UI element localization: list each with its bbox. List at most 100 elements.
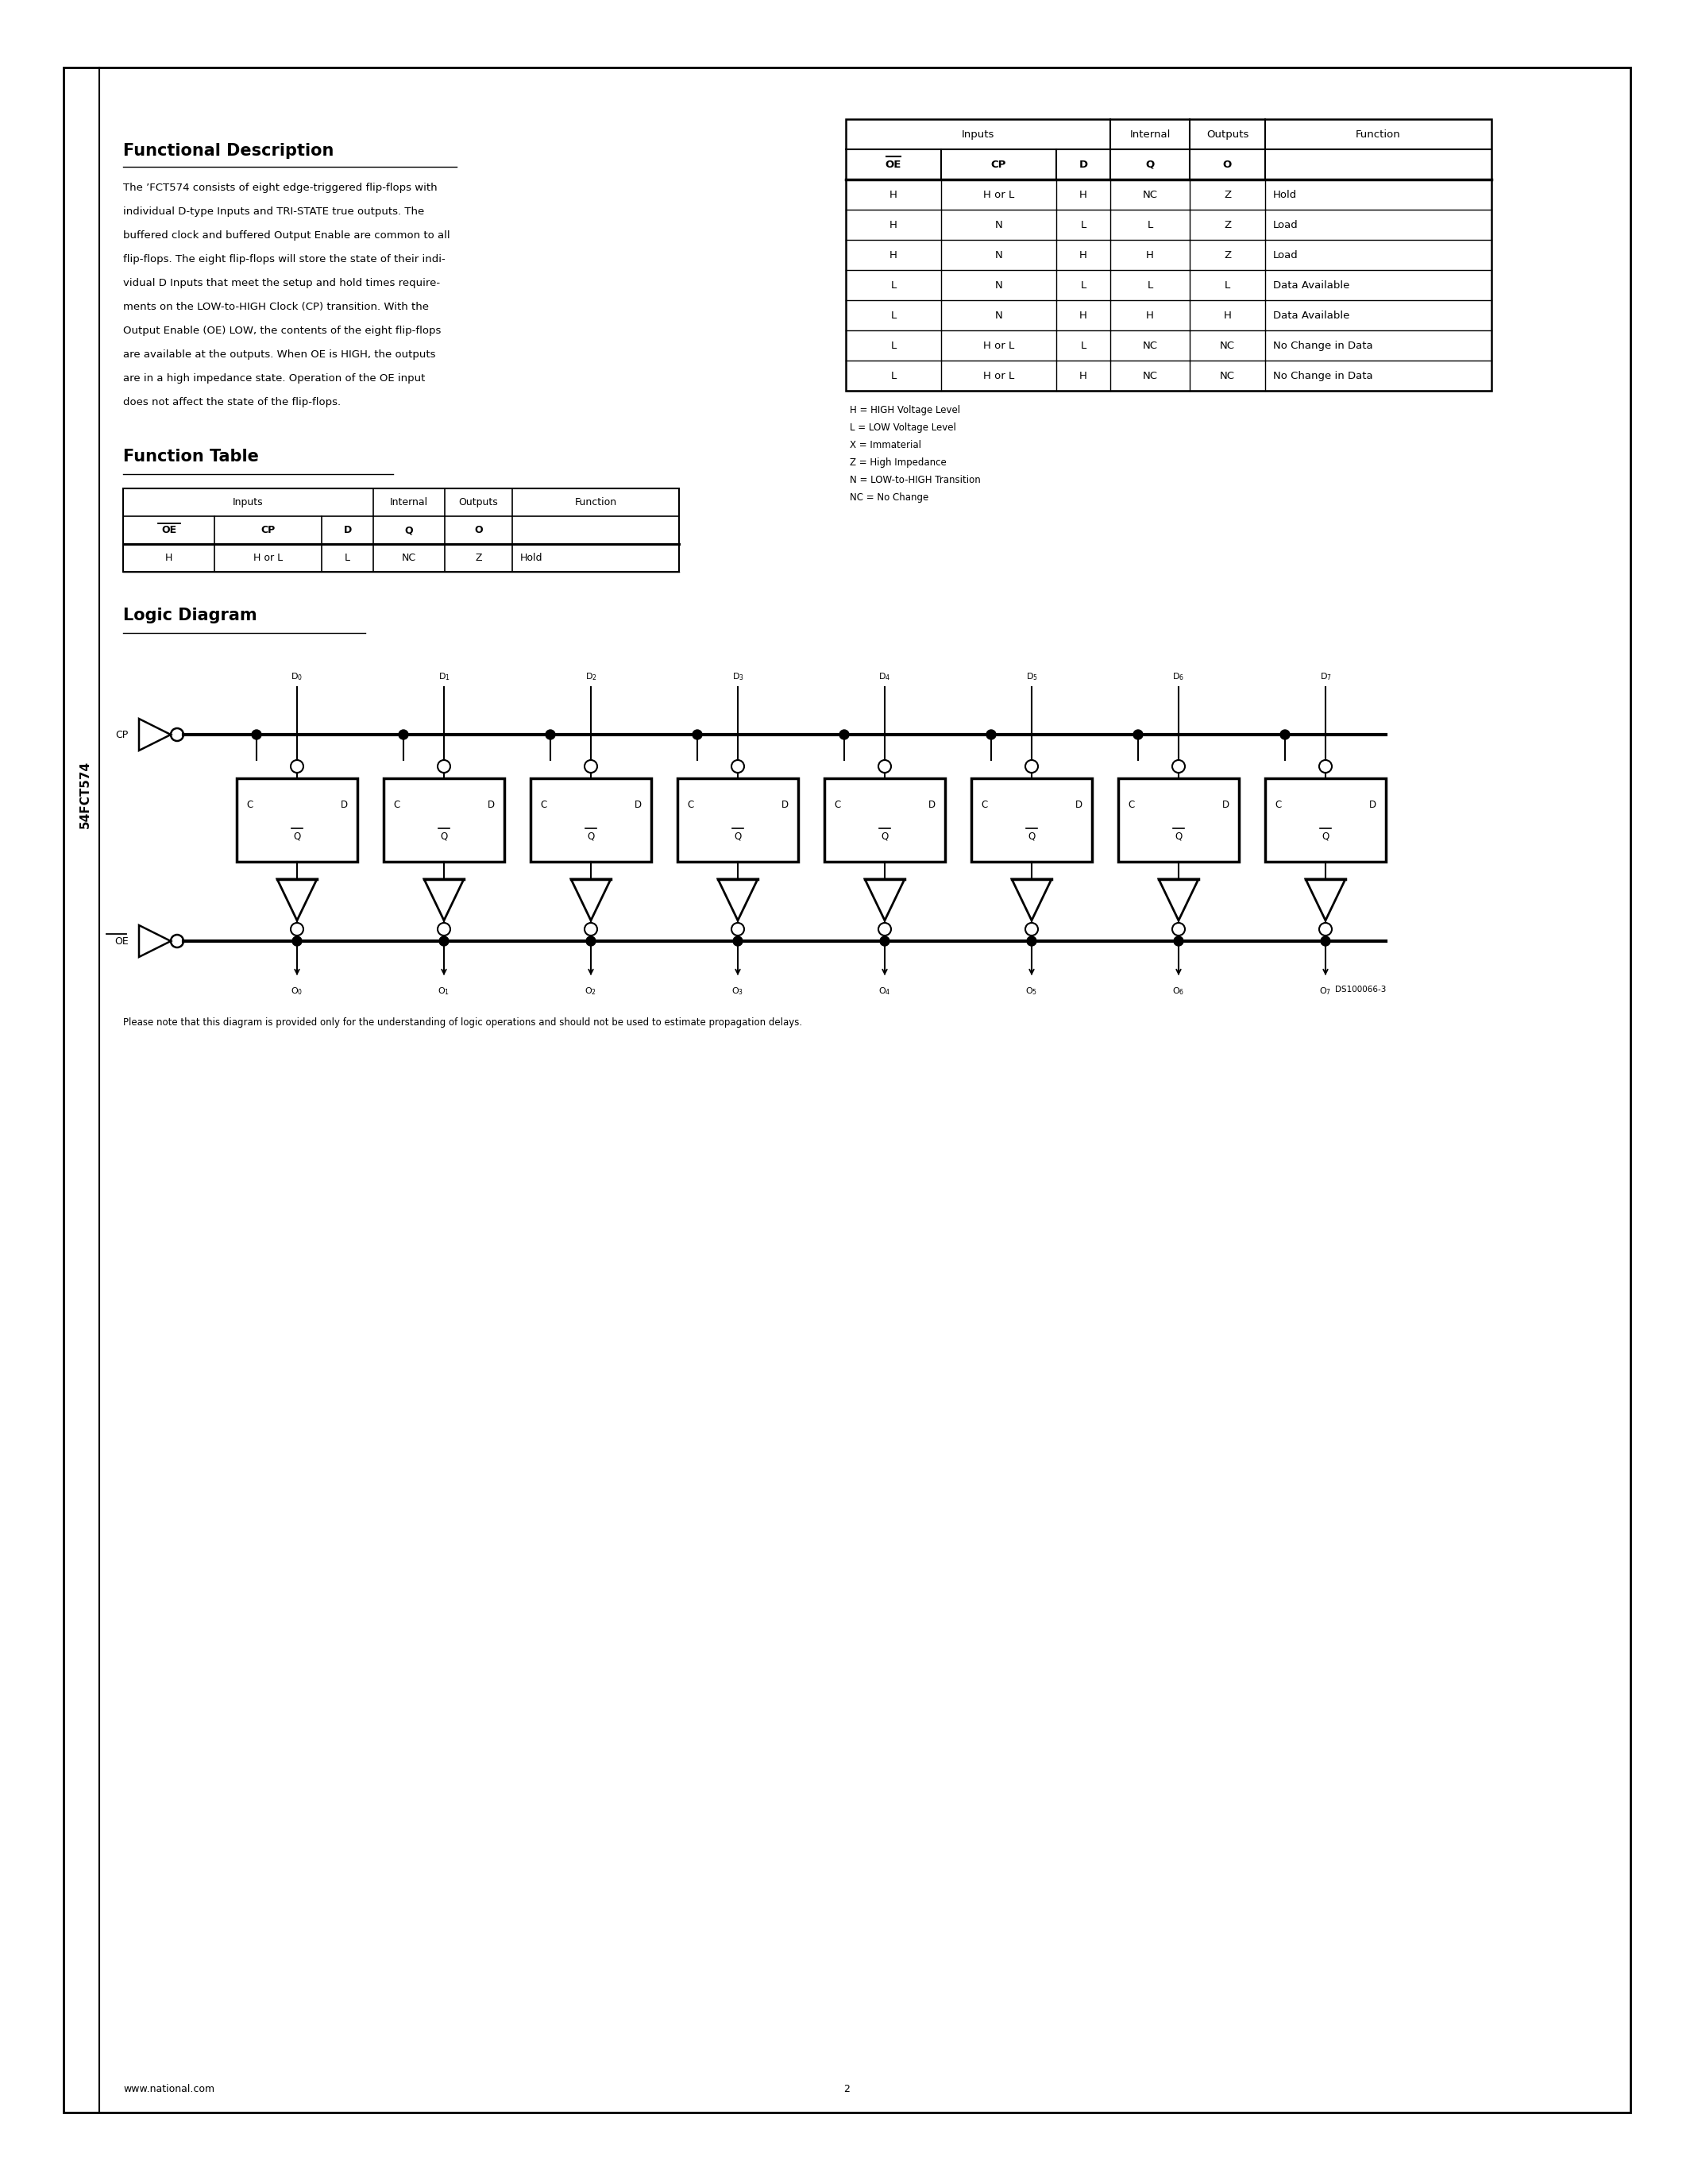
Text: D$_2$: D$_2$: [584, 670, 596, 681]
Text: Q: Q: [588, 830, 595, 841]
Circle shape: [1027, 937, 1037, 946]
Text: Functional Description: Functional Description: [124, 142, 334, 159]
Text: Q: Q: [293, 830, 302, 841]
Circle shape: [252, 729, 261, 740]
Text: O$_6$: O$_6$: [1172, 985, 1184, 996]
Text: D$_5$: D$_5$: [1027, 670, 1037, 681]
Text: Z: Z: [1223, 249, 1232, 260]
Text: Q: Q: [1028, 830, 1035, 841]
Text: NC: NC: [1220, 371, 1235, 380]
Text: NC = No Change: NC = No Change: [850, 491, 928, 502]
Text: O$_4$: O$_4$: [879, 985, 891, 996]
Text: D$_6$: D$_6$: [1172, 670, 1184, 681]
Text: D$_0$: D$_0$: [291, 670, 303, 681]
Text: D: D: [344, 524, 352, 535]
Text: D: D: [1079, 159, 1088, 170]
Text: DS100066-3: DS100066-3: [1335, 985, 1386, 994]
Text: X = Immaterial: X = Immaterial: [850, 439, 922, 450]
Text: L: L: [1081, 341, 1086, 352]
Text: Internal: Internal: [1130, 129, 1171, 140]
Text: D: D: [1221, 799, 1230, 810]
Text: H: H: [1223, 310, 1232, 321]
Circle shape: [1133, 729, 1143, 740]
Text: vidual D Inputs that meet the setup and hold times require-: vidual D Inputs that meet the setup and …: [124, 277, 440, 288]
Text: Q: Q: [734, 830, 742, 841]
Text: O: O: [1223, 159, 1232, 170]
Text: L: L: [891, 310, 896, 321]
Text: No Change in Data: No Change in Data: [1274, 371, 1372, 380]
Text: H: H: [889, 249, 898, 260]
Text: L: L: [891, 280, 896, 290]
Text: buffered clock and buffered Output Enable are common to all: buffered clock and buffered Output Enabl…: [124, 229, 451, 240]
Text: Load: Load: [1274, 221, 1298, 229]
Text: 2: 2: [844, 2084, 850, 2094]
Text: www.national.com: www.national.com: [124, 2084, 215, 2094]
Text: Data Available: Data Available: [1274, 310, 1350, 321]
Text: Function Table: Function Table: [124, 448, 259, 465]
Circle shape: [1321, 937, 1330, 946]
Text: N = LOW-to-HIGH Transition: N = LOW-to-HIGH Transition: [850, 474, 981, 485]
Text: individual D-type Inputs and TRI-STATE true outputs. The: individual D-type Inputs and TRI-STATE t…: [124, 207, 424, 216]
Text: Function: Function: [1355, 129, 1401, 140]
Text: Function: Function: [574, 498, 617, 507]
Text: Z: Z: [1223, 221, 1232, 229]
Text: Q: Q: [440, 830, 447, 841]
Text: Inputs: Inputs: [232, 498, 264, 507]
Text: L: L: [1147, 221, 1154, 229]
Text: D$_7$: D$_7$: [1320, 670, 1331, 681]
Text: D$_1$: D$_1$: [439, 670, 451, 681]
Text: D: D: [340, 799, 347, 810]
Text: O$_2$: O$_2$: [584, 985, 596, 996]
Text: Logic Diagram: Logic Diagram: [124, 607, 257, 622]
Text: Inputs: Inputs: [962, 129, 994, 140]
Text: Load: Load: [1274, 249, 1298, 260]
Text: C: C: [246, 799, 252, 810]
Text: D: D: [1076, 799, 1082, 810]
Text: L: L: [1147, 280, 1154, 290]
Text: Z: Z: [1223, 190, 1232, 199]
Circle shape: [398, 729, 408, 740]
Circle shape: [840, 729, 849, 740]
Text: D: D: [1369, 799, 1376, 810]
Text: Internal: Internal: [390, 498, 429, 507]
Text: D: D: [635, 799, 642, 810]
Text: C: C: [1128, 799, 1135, 810]
Text: L: L: [1081, 221, 1086, 229]
Bar: [845, 120, 1491, 391]
Text: O: O: [474, 524, 483, 535]
Text: N: N: [994, 280, 1003, 290]
Text: O$_1$: O$_1$: [439, 985, 451, 996]
Bar: [678, 778, 798, 863]
Text: H: H: [1079, 371, 1088, 380]
Text: are available at the outputs. When OE is HIGH, the outputs: are available at the outputs. When OE is…: [124, 349, 435, 360]
Text: NC: NC: [1220, 341, 1235, 352]
Text: N: N: [994, 249, 1003, 260]
Text: NC: NC: [401, 553, 417, 563]
Text: H or L: H or L: [254, 553, 283, 563]
Text: O$_5$: O$_5$: [1025, 985, 1038, 996]
Text: C: C: [688, 799, 693, 810]
Circle shape: [986, 729, 996, 740]
Text: H = HIGH Voltage Level: H = HIGH Voltage Level: [850, 404, 960, 415]
Circle shape: [545, 729, 556, 740]
Text: NC: NC: [1142, 341, 1157, 352]
Text: Q: Q: [1145, 159, 1154, 170]
Text: L: L: [891, 371, 896, 380]
Text: L: L: [1081, 280, 1086, 290]
Circle shape: [734, 937, 742, 946]
Text: H: H: [1079, 190, 1088, 199]
Circle shape: [1281, 729, 1289, 740]
Circle shape: [293, 937, 302, 946]
Text: N: N: [994, 221, 1003, 229]
Bar: [383, 778, 505, 863]
Text: H: H: [1147, 249, 1154, 260]
Text: C: C: [1274, 799, 1281, 810]
Text: H: H: [164, 553, 173, 563]
Text: N: N: [994, 310, 1003, 321]
Text: No Change in Data: No Change in Data: [1274, 341, 1372, 352]
Text: NC: NC: [1142, 371, 1157, 380]
Text: CP: CP: [261, 524, 276, 535]
Text: does not affect the state of the flip-flops.: does not affect the state of the flip-fl…: [124, 397, 340, 408]
Text: H: H: [1147, 310, 1154, 321]
Text: H: H: [1079, 249, 1088, 260]
